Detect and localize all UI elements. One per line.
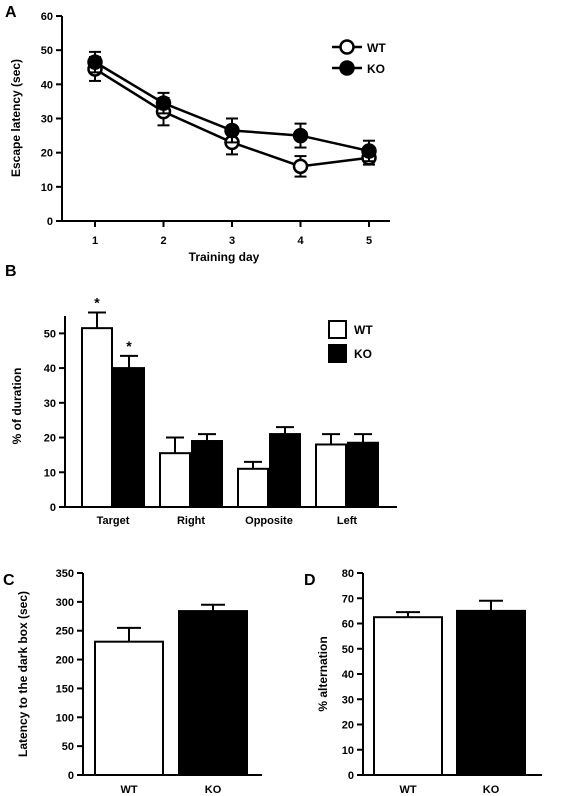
bar-wt — [94, 640, 164, 776]
panel-letter-a: A — [5, 4, 17, 21]
data-point — [292, 158, 309, 175]
legend-marker — [339, 39, 355, 55]
panel-a: A 0 10 20 30 40 50 60 1 2 3 4 5 Training day Escape la… — [5, 4, 390, 264]
x-tick-label: Right — [177, 515, 205, 527]
legend-label: WT — [367, 41, 386, 55]
x-tick-label: Left — [337, 515, 358, 527]
significance-marker: * — [126, 338, 132, 354]
y-tick-label: 300 — [56, 597, 74, 609]
data-point — [87, 54, 103, 70]
data-point — [155, 95, 172, 111]
x-tick-label: 2 — [160, 235, 166, 247]
y-tick-label: 0 — [68, 770, 74, 782]
y-axis-title: Latency to the dark box (sec) — [16, 591, 30, 757]
y-tick-label: 100 — [56, 712, 74, 724]
y-tick-label: 40 — [342, 669, 354, 681]
bar-wt — [237, 467, 269, 508]
y-tick-label: 200 — [56, 655, 74, 667]
x-tick-label: KO — [205, 784, 222, 796]
x-tick-label: WT — [120, 784, 137, 796]
y-tick-label: 40 — [44, 363, 56, 375]
y-tick-label: 60 — [342, 619, 354, 631]
bar-ko — [347, 441, 379, 508]
y-tick-label: 50 — [41, 45, 53, 57]
y-tick-label: 0 — [50, 502, 56, 514]
bar-wt — [81, 327, 113, 508]
series-ko — [87, 50, 377, 163]
y-tick-label: 20 — [342, 720, 354, 732]
y-tick-label: 20 — [44, 433, 56, 445]
y-axis-title: Escape latency (sec) — [9, 59, 23, 177]
x-tick-label: WT — [399, 784, 416, 796]
bar-wt — [373, 616, 443, 776]
y-tick-label: 40 — [41, 79, 53, 91]
panel-d: D 0 10 20 30 40 50 60 70 80 % alternation WT KO — [304, 568, 542, 796]
y-axis-title: % of duration — [10, 368, 24, 445]
legend-marker — [339, 60, 355, 76]
panel-letter-d: D — [304, 572, 316, 589]
bar-ko — [456, 609, 526, 776]
y-tick-label: 50 — [342, 644, 354, 656]
y-tick-label: 60 — [41, 11, 53, 23]
y-tick-label: 250 — [56, 626, 74, 638]
legend-label: KO — [354, 347, 372, 361]
legend-swatch — [328, 344, 347, 363]
x-tick-label: 1 — [92, 235, 98, 247]
bar-wt — [315, 443, 347, 508]
bar-ko — [178, 610, 248, 776]
bar-ko — [269, 433, 301, 508]
y-tick-label: 150 — [56, 683, 74, 695]
legend: WT KO — [332, 39, 386, 76]
data-point — [224, 122, 240, 139]
series-wt — [87, 56, 377, 178]
y-tick-label: 0 — [348, 770, 354, 782]
y-tick-label: 50 — [44, 328, 56, 340]
x-tick-label: 4 — [297, 235, 304, 247]
panel-c: C 0 50 100 150 200 250 300 350 Latency to the dar… — [3, 568, 262, 796]
legend: WT KO — [328, 320, 373, 363]
y-tick-label: 10 — [41, 182, 53, 194]
y-tick-label: 30 — [41, 114, 53, 126]
x-tick-label: Target — [97, 515, 130, 527]
bar-wt — [159, 452, 191, 509]
y-tick-label: 20 — [41, 148, 53, 160]
x-tick-label: KO — [483, 784, 500, 796]
y-tick-label: 350 — [56, 568, 74, 580]
x-tick-label: Opposite — [245, 515, 293, 527]
x-tick-label: 5 — [366, 235, 372, 247]
y-tick-label: 10 — [342, 745, 354, 757]
panel-letter-c: C — [3, 572, 15, 589]
y-tick-label: 10 — [44, 467, 56, 479]
significance-marker: * — [94, 295, 100, 311]
legend-label: KO — [367, 62, 385, 76]
legend-swatch — [328, 320, 347, 339]
x-axis-title: Training day — [189, 250, 260, 264]
panel-letter-b: B — [5, 263, 17, 280]
y-tick-label: 0 — [47, 216, 53, 228]
y-tick-label: 50 — [62, 741, 74, 753]
bar-ko — [191, 440, 223, 509]
y-tick-label: 30 — [342, 694, 354, 706]
y-tick-label: 30 — [44, 398, 56, 410]
y-tick-label: 80 — [342, 568, 354, 580]
bar-ko — [113, 367, 145, 508]
panel-b: B 0 10 20 30 40 50 % of duration Target Right Oppo… — [5, 263, 397, 527]
data-point — [361, 143, 377, 159]
legend-label: WT — [354, 323, 373, 337]
y-axis-title: % alternation — [316, 636, 330, 711]
data-point — [292, 127, 309, 144]
y-tick-label: 70 — [342, 593, 354, 605]
x-tick-label: 3 — [229, 235, 235, 247]
